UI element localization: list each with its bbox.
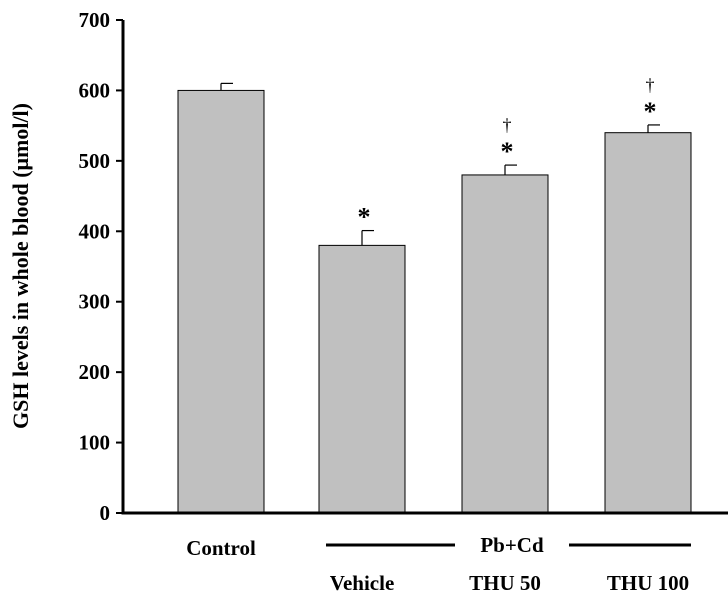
category-label-2: THU 50 [469,571,541,595]
y-tick-label-0: 0 [100,501,111,525]
bar-3 [604,132,692,514]
bars-group [177,89,692,514]
category-labels-group: Control Vehicle THU 50 THU 100 [186,536,689,595]
y-tick-label-100: 100 [79,431,111,455]
category-label-1: Vehicle [330,571,395,595]
axes-group [121,20,728,515]
bar-0 [177,89,265,514]
y-tick-label-400: 400 [79,219,111,243]
significance-dagger-3: † [646,75,655,95]
y-tick-label-600: 600 [79,78,111,102]
ticks-group: 0 100 200 300 400 500 600 700 [79,8,123,525]
y-tick-label-500: 500 [79,149,111,173]
bar-2 [461,174,549,514]
significance-dagger-2: † [503,115,512,135]
category-label-control: Control [186,536,256,560]
y-tick-label-200: 200 [79,360,111,384]
error-bars-group [220,82,660,246]
bar-1 [318,244,406,514]
category-label-3: THU 100 [607,571,689,595]
y-axis-label: GSH levels in whole blood (μmol/l) [8,103,33,429]
significance-star-2: * [501,137,514,166]
y-tick-label-300: 300 [79,290,111,314]
significance-star-1: * [358,203,371,232]
group-bracket: Pb+Cd [326,533,691,557]
y-tick-label-700: 700 [79,8,111,32]
group-label: Pb+Cd [480,533,544,557]
significance-marks-group: **† *† [358,75,657,232]
significance-star-3: * [644,97,657,126]
